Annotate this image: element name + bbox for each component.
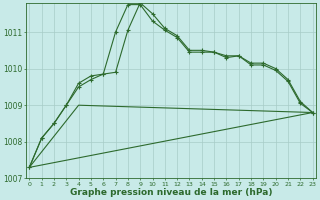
X-axis label: Graphe pression niveau de la mer (hPa): Graphe pression niveau de la mer (hPa) — [70, 188, 272, 197]
